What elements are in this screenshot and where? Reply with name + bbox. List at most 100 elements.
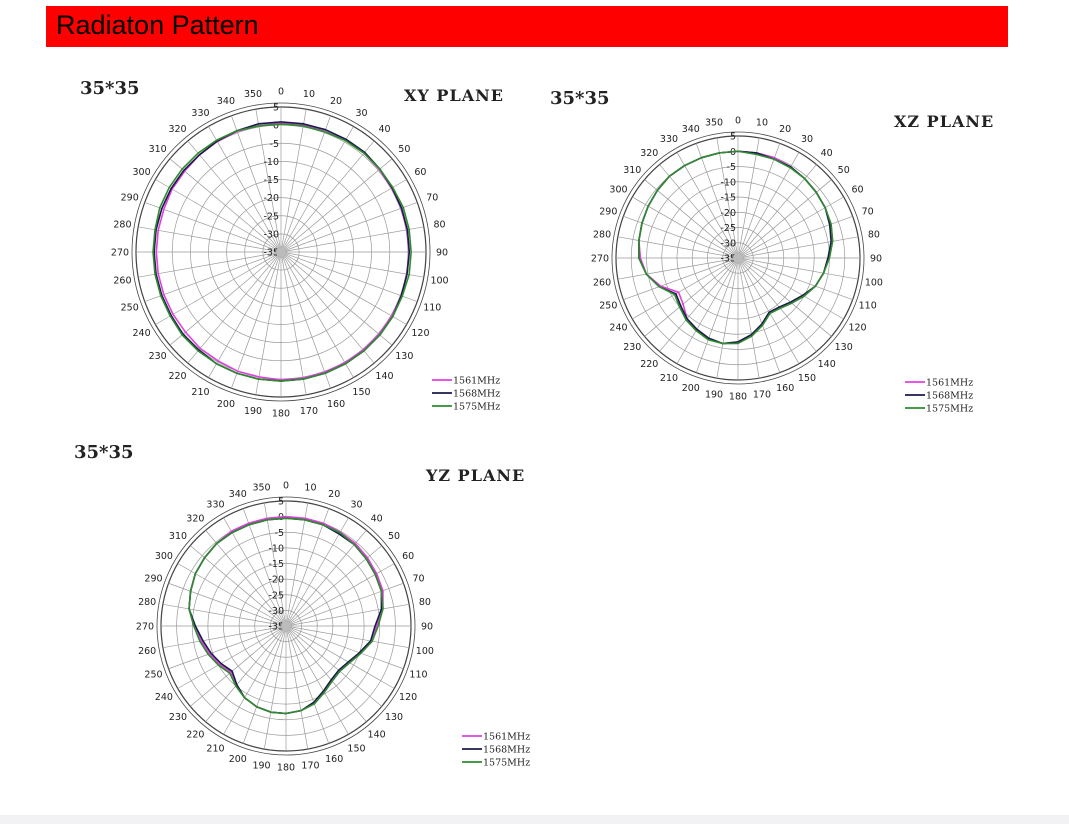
- xz-grid-spoke: [695, 143, 739, 259]
- xy-grid-spoke: [280, 251, 375, 364]
- yz-grid-spoke: [285, 625, 330, 744]
- yz-angle-tick-label: 210: [206, 744, 224, 755]
- yz-series-1575MHz: [188, 517, 384, 715]
- xy-radial-tick-label: -15: [263, 175, 279, 186]
- xy-angle-tick-label: 90: [436, 248, 448, 259]
- xz-grid-spoke: [695, 257, 739, 373]
- xy-grid-spoke: [280, 251, 331, 389]
- xy-angle-tick-label: 230: [149, 351, 167, 362]
- xz-grid-spoke: [737, 257, 832, 337]
- xy-grid-spoke: [280, 202, 418, 253]
- xz-grid-spoke: [737, 257, 781, 373]
- xy-grid-spoke: [155, 251, 282, 325]
- yz-angle-tick-label: 10: [304, 483, 316, 494]
- xz-angle-tick-label: 70: [862, 206, 874, 217]
- xy-size-label: 35*35: [80, 78, 140, 99]
- xz-angle-tick-label: 110: [859, 301, 877, 312]
- xz-angle-tick-label: 30: [801, 134, 813, 145]
- yz-grid-spoke: [285, 625, 395, 689]
- xz-grid-spoke: [617, 236, 739, 259]
- yz-grid-spoke: [285, 625, 382, 707]
- xy-angle-tick-label: 0: [278, 87, 284, 98]
- xy-angle-tick-label: 330: [191, 108, 209, 119]
- yz-series-1568MHz: [188, 517, 383, 715]
- yz-grid-spoke: [263, 502, 287, 627]
- header-bar: Radiaton Pattern: [46, 6, 1008, 47]
- xz-grid-spoke: [659, 164, 739, 259]
- xz-angle-tick-label: 190: [705, 389, 723, 400]
- yz-radial-tick-label: 5: [278, 497, 284, 508]
- xy-grid-spoke: [280, 251, 393, 346]
- xy-grid-spoke: [208, 126, 282, 253]
- xy-outer-ring-2: [131, 102, 431, 402]
- xy-grid-spoke: [231, 251, 282, 389]
- xy-angle-tick-label: 260: [113, 275, 131, 286]
- xz-angle-tick-label: 0: [735, 116, 741, 127]
- yz-grid-spoke: [285, 625, 404, 670]
- yz-grid-spoke: [285, 625, 349, 735]
- yz-grid-spoke: [190, 545, 287, 627]
- xy-angle-tick-label: 200: [217, 399, 235, 410]
- xz-grid-spoke: [632, 257, 739, 320]
- xz-grid-spoke: [676, 257, 739, 364]
- yz-grid-spoke: [242, 508, 287, 627]
- xy-angle-tick-label: 240: [132, 328, 150, 339]
- xz-angle-tick-label: 200: [682, 383, 700, 394]
- yz-radial-tick-label: -10: [268, 543, 284, 554]
- xy-angle-tick-label: 60: [414, 167, 426, 178]
- yz-radial-tick-label: -20: [268, 575, 284, 586]
- xy-grid-spoke: [280, 251, 418, 302]
- xy-legend-label: 1561MHz: [453, 376, 500, 387]
- xy-angle-tick-label: 220: [168, 371, 186, 382]
- xy-legend-label: 1575MHz: [453, 402, 500, 413]
- xy-grid-spoke: [144, 202, 282, 253]
- xz-radial-tick-label: -30: [720, 238, 736, 249]
- xy-angle-tick-label: 120: [411, 328, 429, 339]
- page-title: Radiaton Pattern: [56, 10, 259, 40]
- yz-grid-spoke: [263, 625, 287, 750]
- xz-angle-tick-label: 150: [798, 373, 816, 384]
- xz-angle-tick-label: 170: [753, 389, 771, 400]
- xz-grid-spoke: [716, 137, 739, 259]
- yz-radial-tick-label: -30: [268, 606, 284, 617]
- xy-angle-tick-label: 310: [149, 144, 167, 155]
- xy-angle-tick-label: 100: [430, 275, 448, 286]
- yz-angle-tick-label: 220: [186, 730, 204, 741]
- yz-angle-tick-label: 80: [419, 597, 431, 608]
- yz-radial-tick-label: -35: [268, 622, 284, 633]
- xy-grid-spoke: [280, 109, 307, 253]
- yz-angle-tick-label: 200: [229, 754, 247, 765]
- xz-grid-spoke: [659, 257, 739, 352]
- yz-angle-tick-label: 120: [399, 692, 417, 703]
- yz-angle-tick-label: 250: [144, 670, 162, 681]
- yz-angle-tick-label: 280: [138, 597, 156, 608]
- yz-radial-tick-label: -25: [268, 590, 284, 601]
- yz-angle-tick-label: 300: [155, 551, 173, 562]
- yz-angle-tick-label: 340: [229, 489, 247, 500]
- xy-radial-tick-label: 0: [273, 121, 279, 132]
- yz-radial-tick-label: -5: [275, 528, 284, 539]
- xz-legend-label: 1568MHz: [926, 391, 973, 402]
- yz-grid-spoke: [285, 603, 410, 627]
- xz-grid-spoke: [737, 215, 853, 259]
- xz-grid-spoke: [737, 164, 817, 259]
- xy-grid-spoke: [280, 251, 407, 325]
- xz-angle-tick-label: 340: [682, 124, 700, 135]
- yz-angle-tick-label: 70: [412, 573, 424, 584]
- xy-grid-spoke: [280, 140, 375, 253]
- yz-legend-label: 1568MHz: [483, 745, 530, 756]
- bottom-strip: [0, 815, 1069, 824]
- xz-angle-tick-label: 220: [640, 359, 658, 370]
- yz-grid-spoke: [285, 582, 404, 627]
- xy-grid-spoke: [231, 115, 282, 253]
- xy-grid-spoke: [187, 140, 282, 253]
- xy-angle-tick-label: 30: [355, 108, 367, 119]
- yz-angle-tick-label: 230: [169, 712, 187, 723]
- xy-grid-spoke: [280, 126, 354, 253]
- xy-grid-spoke: [280, 115, 331, 253]
- yz-legend-label: 1561MHz: [483, 732, 530, 743]
- xy-grid-spoke: [280, 158, 393, 253]
- xy-angle-tick-label: 110: [423, 303, 441, 314]
- yz-angle-tick-label: 170: [301, 760, 319, 771]
